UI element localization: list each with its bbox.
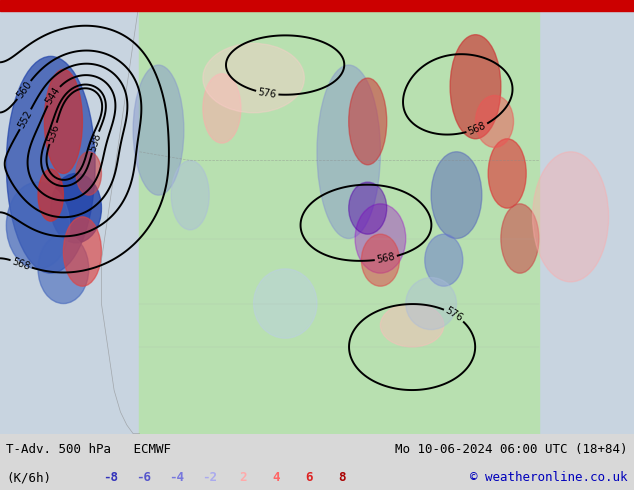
Text: Mo 10-06-2024 06:00 UTC (18+84): Mo 10-06-2024 06:00 UTC (18+84) [395,443,628,456]
Bar [0,0,634,11]
Bar [539,0,634,434]
Ellipse shape [406,277,456,330]
Text: -4: -4 [169,471,184,484]
Text: © weatheronline.co.uk: © weatheronline.co.uk [470,471,628,484]
Text: (K/6h): (K/6h) [6,471,51,484]
Ellipse shape [133,65,184,195]
Ellipse shape [38,169,63,221]
Text: 4: 4 [272,471,280,484]
Ellipse shape [450,35,501,139]
Text: -6: -6 [136,471,152,484]
Ellipse shape [488,139,526,208]
Text: 538: 538 [87,132,103,152]
Bar [139,0,539,434]
Text: 536: 536 [46,123,61,144]
Ellipse shape [63,217,101,286]
Ellipse shape [171,160,209,230]
Ellipse shape [38,234,89,304]
Ellipse shape [476,96,514,147]
Ellipse shape [6,182,70,269]
Ellipse shape [349,182,387,234]
Text: 568: 568 [467,121,488,137]
Text: T-Adv. 500 hPa   ECMWF: T-Adv. 500 hPa ECMWF [6,443,171,456]
Ellipse shape [44,70,82,173]
Text: 2: 2 [239,471,247,484]
Text: 576: 576 [444,306,465,324]
Ellipse shape [51,173,101,243]
Ellipse shape [203,44,304,113]
Ellipse shape [380,304,444,347]
Text: 8: 8 [338,471,346,484]
Text: 560: 560 [15,79,34,100]
Text: 568: 568 [376,252,396,265]
Text: 544: 544 [44,85,62,106]
Text: -2: -2 [202,471,217,484]
Ellipse shape [533,152,609,282]
Ellipse shape [203,74,241,143]
Ellipse shape [254,269,317,338]
Text: 568: 568 [11,256,32,271]
Ellipse shape [501,204,539,273]
Ellipse shape [425,234,463,286]
Ellipse shape [317,65,380,239]
Ellipse shape [349,78,387,165]
Ellipse shape [6,56,95,273]
Text: 576: 576 [257,87,277,100]
Text: 552: 552 [16,109,34,130]
Ellipse shape [355,204,406,273]
Ellipse shape [76,152,101,195]
Ellipse shape [361,234,399,286]
Text: 6: 6 [305,471,313,484]
Text: -8: -8 [103,471,119,484]
Ellipse shape [431,152,482,239]
Bar [0,0,139,434]
